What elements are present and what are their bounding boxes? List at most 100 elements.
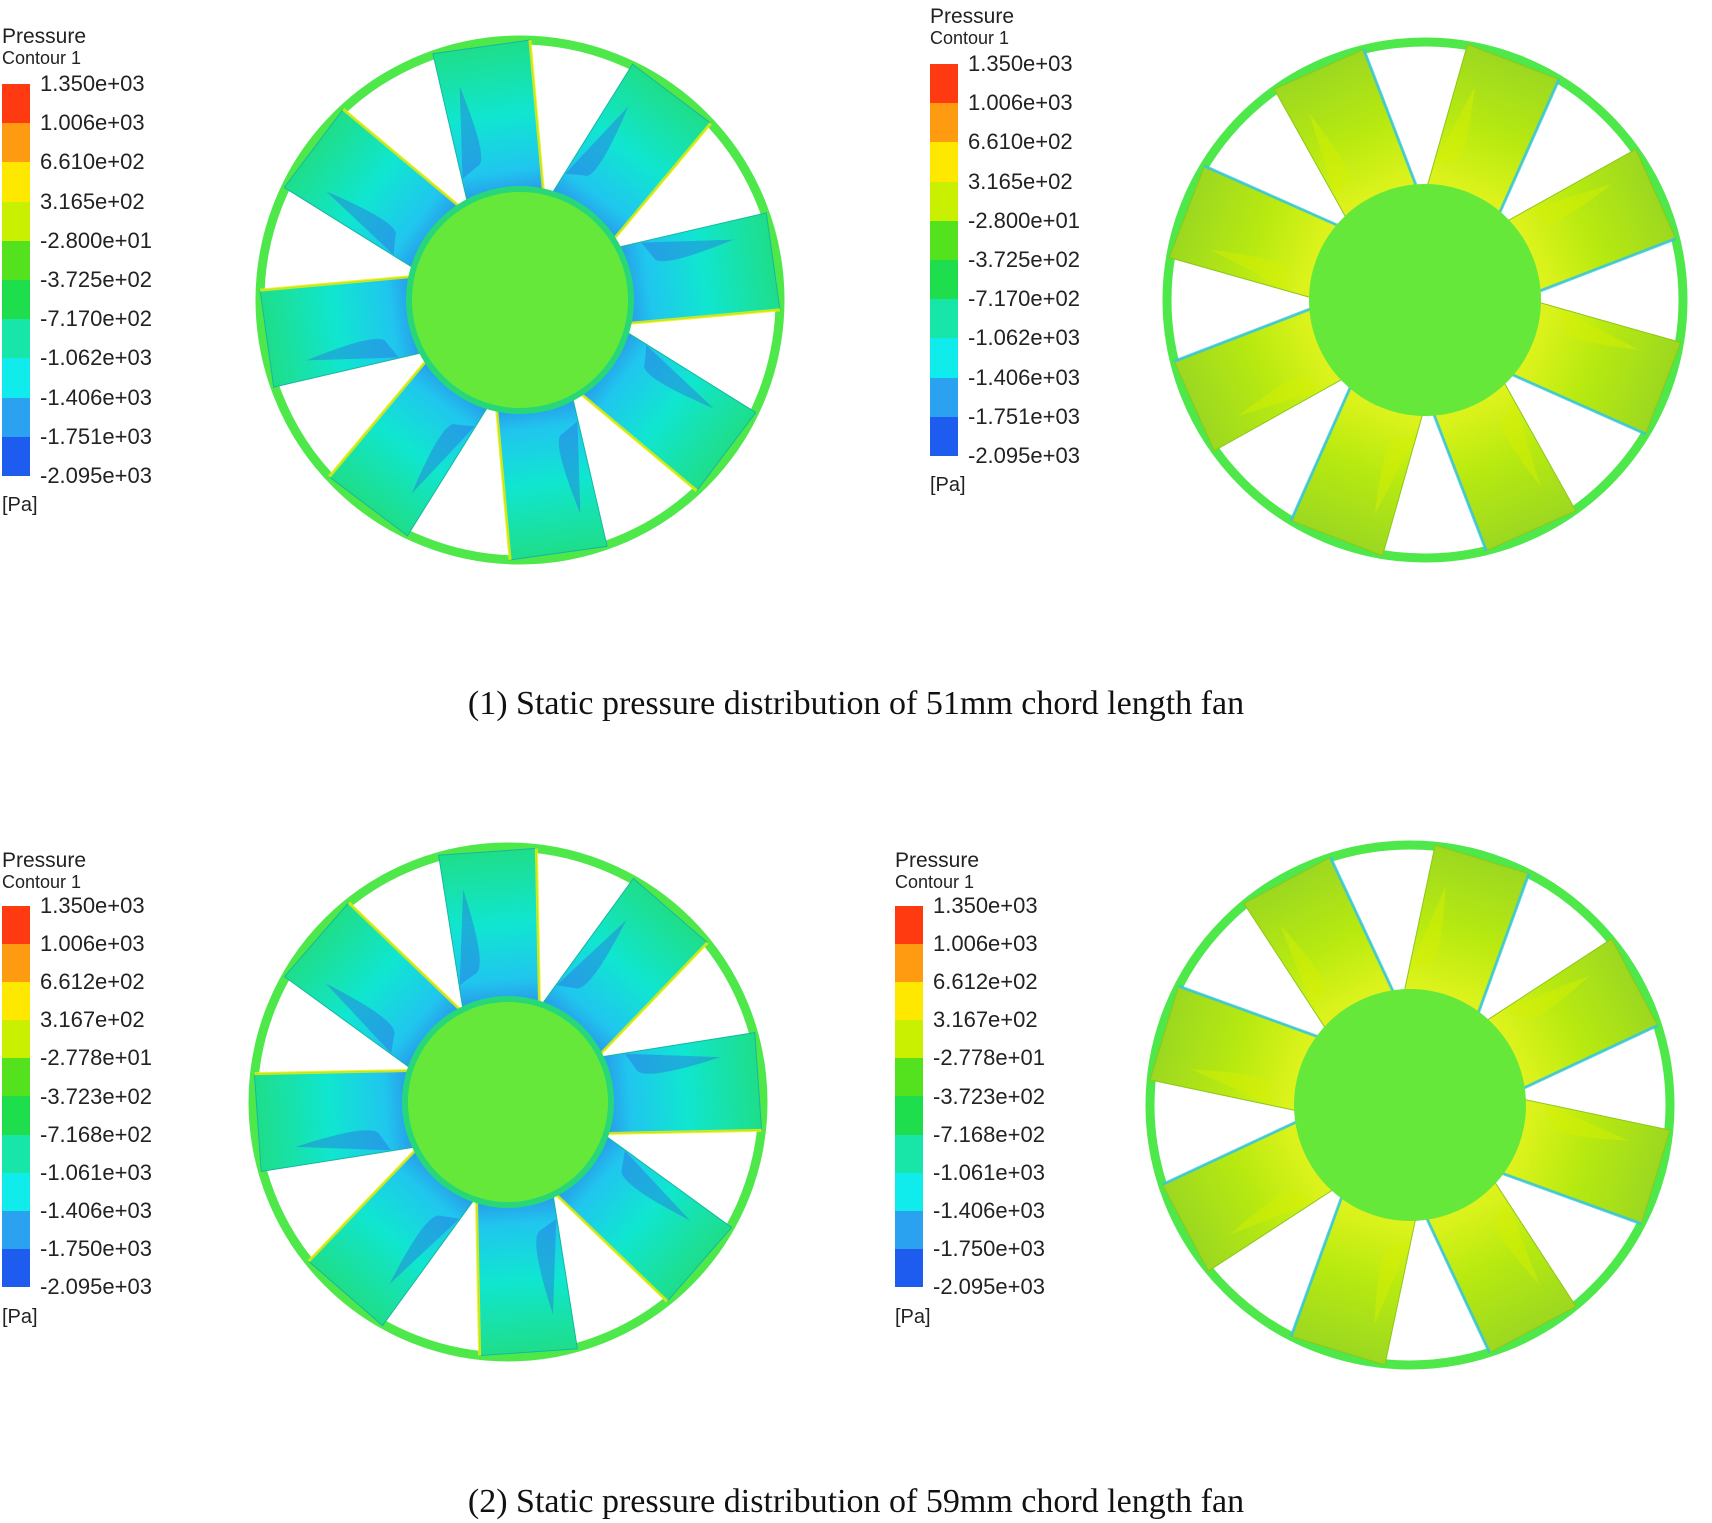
color-band (895, 1058, 923, 1097)
color-scale-bar (2, 84, 30, 476)
legend-tick-label: -1.750e+03 (933, 1235, 1045, 1261)
legend-tick-label: 1.350e+03 (933, 893, 1038, 918)
caption-2: (2) Static pressure distribution of 59mm… (467, 1483, 1245, 1520)
legend-title: Pressure (2, 849, 87, 872)
legend-subtitle: Contour 1 (930, 28, 1010, 48)
legend-title: Pressure (895, 849, 980, 872)
legend-tick-label: 1.006e+03 (933, 931, 1038, 957)
color-band (895, 1248, 923, 1287)
fan-blade (438, 847, 542, 1016)
color-band (895, 1020, 923, 1059)
legend-tick-label: 6.612e+02 (40, 969, 145, 995)
fan-contour-3 (248, 842, 768, 1362)
legend-subtitle: Contour 1 (895, 872, 975, 892)
legend-tick-label: -2.095e+03 (933, 1274, 1045, 1299)
legend-4: Pressure Contour 1 1.350e+03 1.006e+03 6.6… (895, 850, 1075, 1340)
legend-tick-label: -1.406e+03 (968, 364, 1080, 390)
legend-tick-label: -2.778e+01 (40, 1045, 152, 1071)
color-band (2, 240, 30, 280)
fan-blade (253, 1068, 422, 1172)
fan-contour-1 (255, 35, 785, 565)
color-scale-bar (930, 64, 958, 456)
legend-tick-label: 1.350e+03 (40, 71, 145, 96)
legend-subtitle: Contour 1 (2, 872, 82, 892)
legend-tick-label: 3.165e+02 (40, 188, 145, 214)
fan-contour-4 (1145, 840, 1675, 1370)
legend-tick-label: -7.170e+02 (968, 286, 1080, 312)
fan-hub (412, 192, 628, 408)
legend-tick-label: 1.006e+03 (40, 110, 145, 136)
color-band (930, 181, 958, 221)
legend-unit: [Pa] (930, 474, 966, 496)
color-scale-bar (895, 906, 923, 1287)
legend-tick-label: -1.061e+03 (933, 1159, 1045, 1185)
legend-tick-label: 3.167e+02 (40, 1007, 145, 1033)
color-band (930, 259, 958, 300)
fan-blade (574, 327, 757, 492)
color-band (2, 1020, 30, 1059)
legend-tick-label: -1.751e+03 (968, 403, 1080, 429)
color-band (895, 906, 923, 945)
legend-3: Pressure Contour 1 1.350e+03 1.006e+03 6.6… (2, 850, 182, 1340)
legend-tick-label: -7.170e+02 (40, 306, 152, 332)
color-band (930, 338, 958, 378)
fan-blade (1479, 938, 1659, 1093)
legend-tick-label: -2.800e+01 (968, 207, 1080, 233)
legend-1: Pressure Contour 1 1.350e+03 1.006e+03 6.6… (2, 26, 182, 526)
legend-tick-label: 6.610e+02 (968, 129, 1073, 155)
color-band (2, 84, 30, 124)
fan-blade (594, 1032, 763, 1136)
legend-title: Pressure (2, 25, 87, 48)
color-band (930, 377, 958, 417)
legend-tick-label: -7.168e+02 (933, 1121, 1045, 1147)
fan-blade (1429, 375, 1577, 552)
color-band (895, 1210, 923, 1249)
color-band (2, 1248, 30, 1287)
legend-tick-label: -1.406e+03 (933, 1197, 1045, 1223)
color-band (895, 1096, 923, 1135)
legend-tick-label: 6.610e+02 (40, 149, 145, 175)
legend-subtitle: Contour 1 (2, 48, 82, 68)
legend-tick-label: 3.165e+02 (968, 168, 1073, 194)
fan-blade (494, 391, 608, 561)
color-band (2, 944, 30, 983)
legend-unit: [Pa] (895, 1306, 931, 1328)
legend-tick-label: -2.778e+01 (933, 1045, 1045, 1071)
color-band (2, 397, 30, 437)
caption-1: (1) Static pressure distribution of 51mm… (467, 685, 1245, 722)
legend-2: Pressure Contour 1 1.350e+03 1.006e+03 6.6… (930, 6, 1110, 506)
legend-unit: [Pa] (2, 1306, 38, 1328)
color-band (895, 1134, 923, 1173)
color-band (2, 1210, 30, 1249)
fan-blade (1424, 43, 1561, 221)
color-band (930, 416, 958, 456)
legend-title: Pressure (930, 5, 1015, 28)
legend-tick-label: -2.095e+03 (40, 1274, 152, 1299)
legend-tick-label: -1.062e+03 (968, 325, 1080, 351)
color-band (2, 279, 30, 320)
fan-hub (408, 1002, 608, 1202)
color-band (2, 201, 30, 241)
legend-tick-label: -1.751e+03 (40, 423, 152, 449)
color-band (930, 299, 958, 339)
legend-tick-label: -1.406e+03 (40, 384, 152, 410)
color-band (2, 358, 30, 398)
color-band (2, 436, 30, 476)
legend-tick-label: -7.168e+02 (40, 1121, 152, 1147)
fan-blade (1149, 984, 1327, 1113)
legend-tick-label: 1.350e+03 (40, 893, 145, 918)
color-band (930, 142, 958, 182)
legend-tick-label: -1.750e+03 (40, 1235, 152, 1261)
legend-tick-label: 1.006e+03 (40, 931, 145, 957)
fan-blade (283, 108, 466, 273)
legend-tick-label: -2.095e+03 (968, 443, 1080, 468)
fan-contour-2 (1162, 37, 1688, 563)
legend-tick-label: -1.062e+03 (40, 345, 152, 371)
color-band (895, 944, 923, 983)
legend-tick-label: -2.800e+01 (40, 227, 152, 253)
legend-tick-label: -2.095e+03 (40, 463, 152, 488)
color-band (2, 162, 30, 202)
color-band (2, 1058, 30, 1097)
legend-tick-label: 1.006e+03 (968, 90, 1073, 116)
legend-tick-label: -3.725e+02 (968, 247, 1080, 272)
